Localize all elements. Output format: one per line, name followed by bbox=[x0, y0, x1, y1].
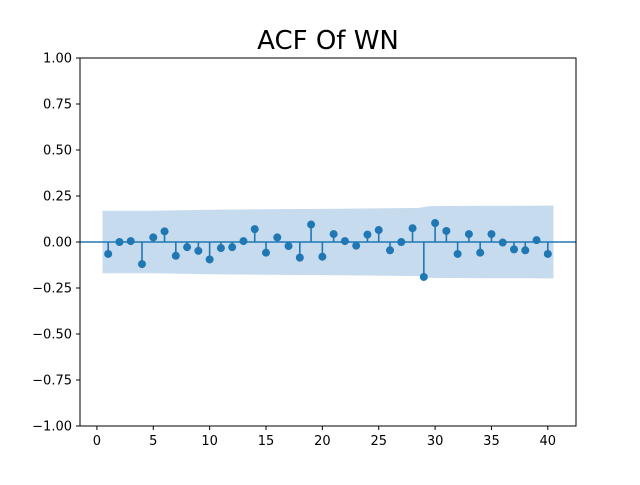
acf-point-lag-5 bbox=[149, 233, 158, 242]
acf-point-lag-11 bbox=[216, 244, 225, 253]
x-tick-label: 40 bbox=[540, 434, 557, 449]
acf-point-lag-25 bbox=[374, 226, 383, 235]
x-tick-label: 15 bbox=[258, 434, 275, 449]
y-tick-label: 0.00 bbox=[43, 236, 72, 251]
acf-point-lag-24 bbox=[363, 230, 372, 239]
acf-point-lag-14 bbox=[250, 225, 259, 234]
y-tick-label: 1.00 bbox=[43, 52, 72, 67]
x-tick-label: 5 bbox=[149, 434, 157, 449]
acf-point-lag-7 bbox=[171, 251, 180, 260]
acf-point-lag-38 bbox=[521, 246, 530, 255]
acf-point-lag-33 bbox=[464, 230, 473, 239]
acf-point-lag-20 bbox=[318, 252, 327, 261]
chart-title: ACF Of WN bbox=[257, 26, 399, 56]
x-tick-label: 35 bbox=[483, 434, 500, 449]
acf-point-lag-26 bbox=[386, 246, 394, 255]
acf-point-lag-39 bbox=[532, 236, 541, 245]
acf-point-lag-27 bbox=[397, 238, 406, 246]
acf-point-lag-31 bbox=[442, 226, 451, 235]
acf-point-lag-40 bbox=[543, 249, 552, 258]
acf-point-lag-36 bbox=[498, 238, 507, 247]
acf-point-lag-34 bbox=[476, 248, 485, 257]
x-tick-label: 0 bbox=[93, 434, 101, 449]
x-tick-label: 10 bbox=[201, 434, 218, 449]
acf-point-lag-1 bbox=[104, 249, 113, 258]
y-tick-label: −0.25 bbox=[32, 282, 72, 297]
y-tick-label: 0.50 bbox=[43, 144, 72, 159]
y-tick-label: −0.50 bbox=[32, 328, 72, 343]
acf-point-lag-32 bbox=[453, 249, 462, 258]
x-tick-label: 25 bbox=[370, 434, 387, 449]
acf-point-lag-4 bbox=[138, 260, 146, 269]
acf-point-lag-16 bbox=[273, 233, 282, 242]
acf-point-lag-8 bbox=[183, 243, 192, 252]
acf-point-lag-22 bbox=[340, 237, 349, 246]
y-tick-label: −0.75 bbox=[32, 374, 72, 389]
acf-point-lag-21 bbox=[329, 230, 338, 239]
x-tick-label: 30 bbox=[427, 434, 444, 449]
y-tick-label: 0.75 bbox=[43, 98, 72, 113]
acf-point-lag-17 bbox=[284, 242, 293, 251]
acf-point-lag-37 bbox=[510, 245, 518, 254]
acf-point-lag-18 bbox=[295, 253, 304, 262]
acf-point-lag-35 bbox=[487, 230, 496, 239]
acf-point-lag-6 bbox=[160, 227, 169, 236]
acf-point-lag-12 bbox=[228, 243, 237, 252]
acf-point-lag-19 bbox=[307, 220, 316, 229]
y-tick-label: −1.00 bbox=[32, 420, 72, 435]
acf-point-lag-23 bbox=[352, 241, 361, 250]
acf-point-lag-3 bbox=[126, 237, 135, 246]
acf-point-lag-28 bbox=[408, 224, 417, 233]
y-tick-label: 0.25 bbox=[43, 190, 72, 205]
acf-point-lag-13 bbox=[239, 237, 248, 246]
x-tick-label: 20 bbox=[314, 434, 331, 449]
acf-point-lag-30 bbox=[431, 219, 440, 228]
acf-point-lag-10 bbox=[205, 255, 214, 264]
acf-point-lag-29 bbox=[419, 272, 428, 281]
acf-point-lag-2 bbox=[115, 238, 124, 246]
acf-point-lag-9 bbox=[194, 246, 203, 255]
acf-point-lag-15 bbox=[262, 248, 270, 257]
